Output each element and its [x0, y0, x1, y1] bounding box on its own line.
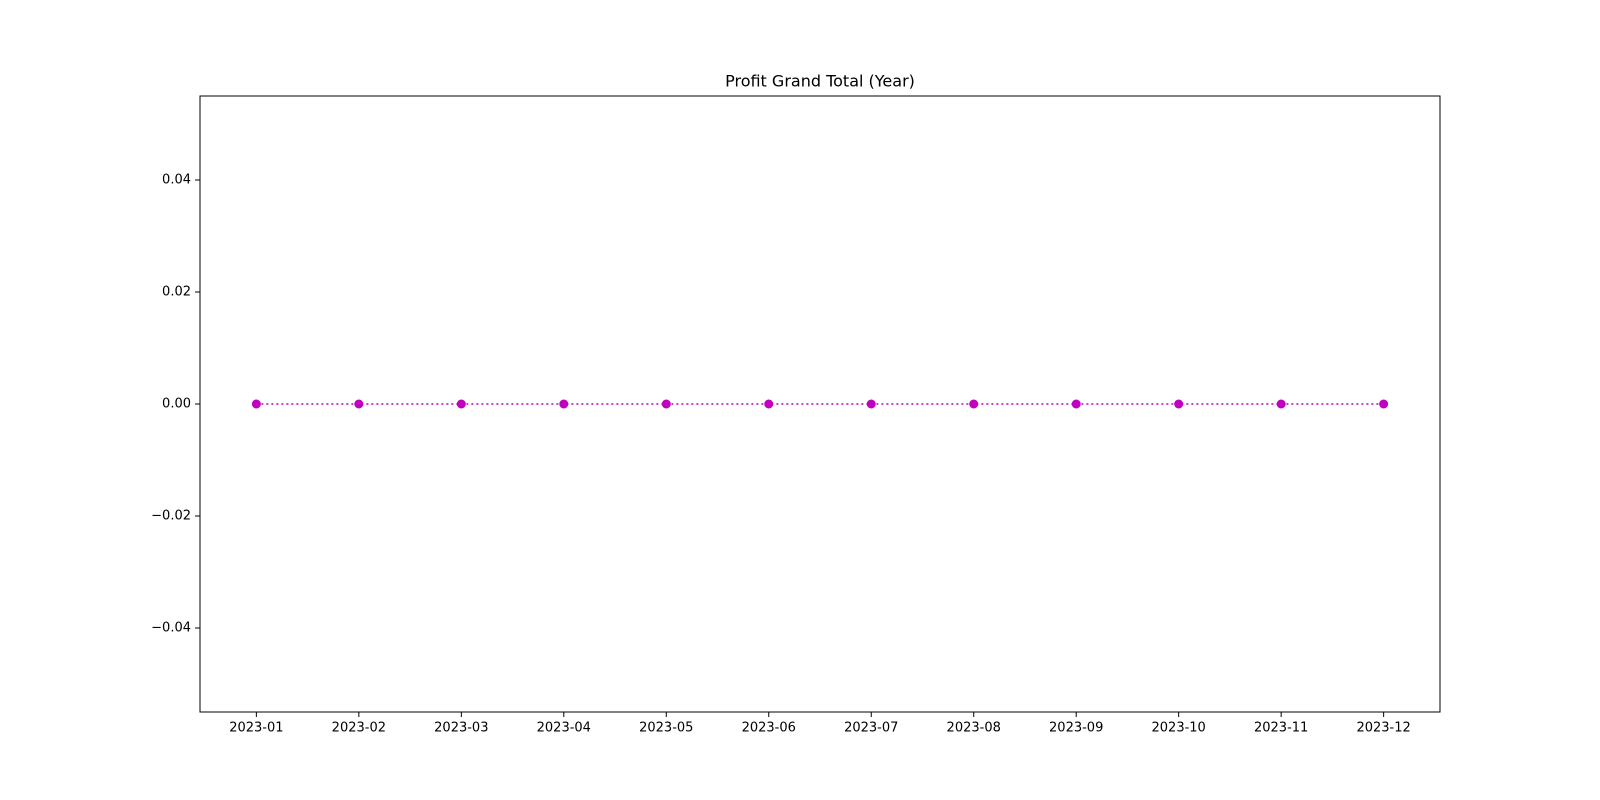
data-point [866, 399, 876, 409]
y-tick-label: −0.02 [151, 509, 191, 524]
data-point [1379, 399, 1389, 409]
x-tick-label: 2023-01 [229, 721, 283, 736]
data-point [559, 399, 569, 409]
x-tick-label: 2023-05 [639, 721, 693, 736]
data-point [1174, 399, 1184, 409]
x-tick-label: 2023-07 [844, 721, 898, 736]
plot-frame [199, 95, 1441, 713]
x-tick-label: 2023-09 [1049, 721, 1103, 736]
x-tick-label: 2023-06 [742, 721, 796, 736]
data-point [661, 399, 671, 409]
y-tick-label: 0.04 [162, 173, 191, 188]
data-point [764, 399, 774, 409]
x-tick-label: 2023-12 [1356, 721, 1410, 736]
x-tick-label: 2023-08 [947, 721, 1001, 736]
y-tick-label: 0.00 [162, 397, 191, 412]
x-tick-label: 2023-10 [1152, 721, 1206, 736]
x-tick-label: 2023-03 [434, 721, 488, 736]
data-point [969, 399, 979, 409]
x-tick-label: 2023-04 [537, 721, 591, 736]
data-point [251, 399, 261, 409]
x-tick-label: 2023-02 [332, 721, 386, 736]
data-point [1276, 399, 1286, 409]
y-tick-label: −0.04 [151, 621, 191, 636]
x-tick-label: 2023-11 [1254, 721, 1308, 736]
y-tick-label: 0.02 [162, 285, 191, 300]
data-point [456, 399, 466, 409]
chart-title: Profit Grand Total (Year) [725, 72, 915, 91]
data-point [354, 399, 364, 409]
data-point [1071, 399, 1081, 409]
